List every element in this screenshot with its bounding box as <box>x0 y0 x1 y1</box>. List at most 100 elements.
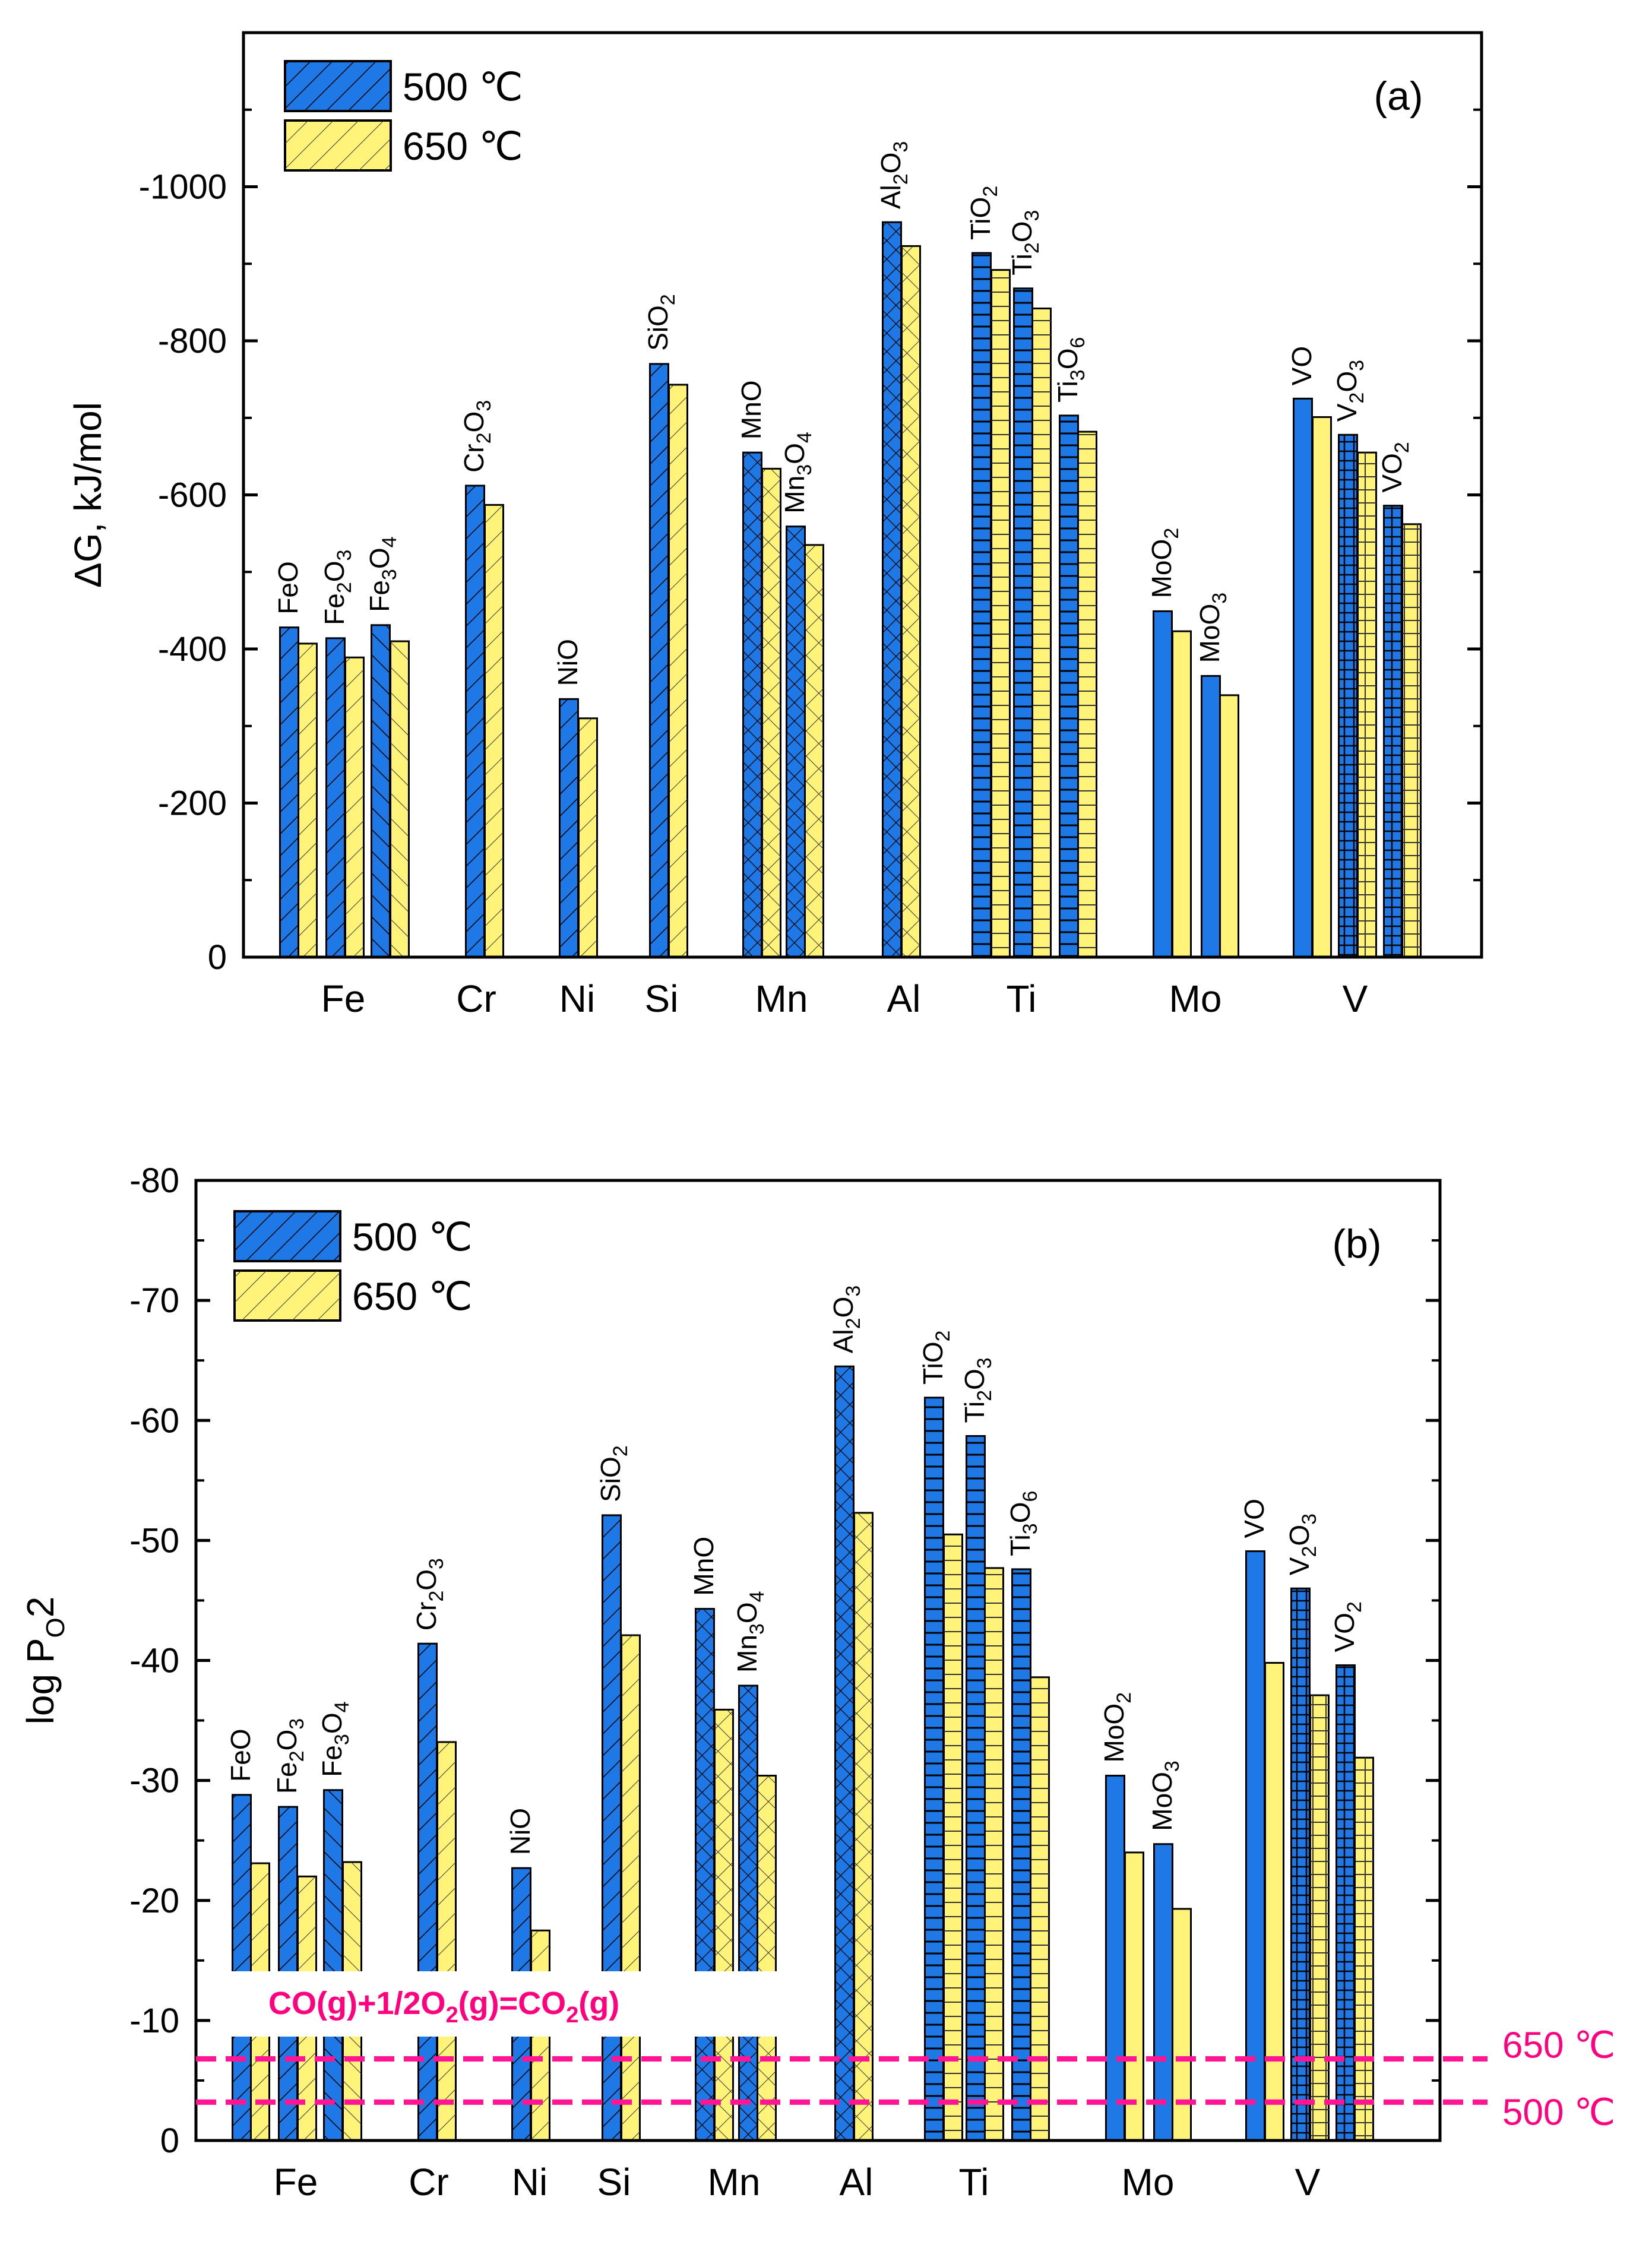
bar-label: Cr2​O3​ <box>411 1558 448 1630</box>
bar-label: TiO2​ <box>917 1331 954 1385</box>
bar-label: NiO <box>505 1808 536 1855</box>
bar-500-hatch-2 <box>371 625 390 957</box>
x-category-label: Ti <box>1007 977 1037 1020</box>
bar-label: Ti2​O3​ <box>1007 210 1043 276</box>
bar-label: MoO2​ <box>1099 1692 1135 1763</box>
bar-650-hatch-5 <box>621 1635 640 2140</box>
bar-500-hatch-11 <box>1012 1569 1031 2140</box>
bar-label: SiO2​ <box>595 1445 632 1502</box>
bar-650-12 <box>1172 630 1192 958</box>
bar-500-hatch-0 <box>232 1794 251 2140</box>
y-tick-label: -1000 <box>139 168 227 207</box>
bar-650-hatch-7 <box>757 1775 776 2140</box>
x-category-label: Mo <box>1122 2161 1175 2203</box>
bar-500-hatch-4 <box>559 699 578 957</box>
bar-650-hatch-8 <box>901 246 920 958</box>
x-category-label: Fe <box>274 2161 318 2203</box>
reference-line-label: 650 ℃ <box>1502 2025 1615 2066</box>
bar-500-hatch-7 <box>786 526 805 957</box>
bar-650-hatch-6 <box>762 468 781 957</box>
reaction-box <box>221 1971 796 2037</box>
bar-650-hatch-15 <box>1357 452 1376 957</box>
bar-500-hatch-3 <box>466 485 485 957</box>
bar-650-hatch-16 <box>1402 524 1421 957</box>
y-tick-label: -70 <box>129 1281 179 1320</box>
bar-500-hatch-5 <box>602 1515 621 2140</box>
legend-swatch-hatch <box>235 1211 340 1261</box>
bar-label: MoO2​ <box>1146 528 1183 599</box>
x-category-label: Si <box>597 2161 631 2203</box>
bar-500-hatch-10 <box>1014 288 1033 957</box>
bar-500-14 <box>1293 397 1313 958</box>
bar-500-12 <box>1105 1775 1125 2142</box>
y-tick-label: -50 <box>129 1521 179 1560</box>
y-tick-label: 0 <box>160 2121 179 2160</box>
bar-500-hatch-3 <box>418 1644 437 2140</box>
bar-500-hatch-16 <box>1384 505 1403 957</box>
bar-label: Fe2​O3​ <box>319 550 356 625</box>
bar-650-hatch-16 <box>1354 1758 1373 2140</box>
y-tick-label: -800 <box>158 322 227 360</box>
x-category-label: Ti <box>959 2161 989 2203</box>
legend-swatch-hatch <box>285 61 391 111</box>
bar-650-hatch-15 <box>1310 1695 1329 2140</box>
bar-500-hatch-8 <box>835 1366 854 2140</box>
reaction-label: CO(g)+1/2O2​(g)=CO2​(g) <box>268 1986 619 2028</box>
bar-label: VO2​ <box>1376 442 1413 492</box>
x-category-label: Fe <box>321 977 366 1020</box>
legend-label: 500 ℃ <box>403 65 523 109</box>
x-category-label: V <box>1343 977 1368 1020</box>
reference-line-label: 500 ℃ <box>1502 2092 1615 2133</box>
bar-650-hatch-0 <box>298 643 317 957</box>
bar-label: MnO <box>688 1537 719 1596</box>
bar-500-hatch-11 <box>1059 415 1078 957</box>
x-category-label: Cr <box>409 2161 449 2203</box>
bar-500-hatch-15 <box>1291 1588 1310 2140</box>
bar-label: TiO2​ <box>965 186 1002 240</box>
bar-650-hatch-10 <box>1032 308 1051 957</box>
bar-500-hatch-9 <box>972 253 991 958</box>
y-tick-label: -200 <box>158 784 227 823</box>
y-axis-label: ΔG, kJ/mol <box>67 402 109 588</box>
bar-label: Ti3​O6​ <box>1052 337 1089 403</box>
bar-650-hatch-4 <box>578 718 597 957</box>
bar-650-hatch-9 <box>991 270 1010 957</box>
bar-650-14 <box>1264 1662 1284 2142</box>
bar-500-hatch-16 <box>1336 1665 1355 2140</box>
bar-500-hatch-15 <box>1338 435 1357 957</box>
x-category-label: Mo <box>1169 977 1222 1020</box>
bar-650-hatch-9 <box>944 1534 963 2140</box>
bar-500-hatch-2 <box>324 1790 343 2140</box>
bar-label: FeO <box>273 561 303 614</box>
bar-label: VO <box>1239 1499 1270 1538</box>
bar-label: Ti2​O3​ <box>959 1357 996 1423</box>
bar-label: VO2​ <box>1329 1601 1366 1652</box>
x-category-label: Ni <box>512 2161 547 2203</box>
bar-500-hatch-1 <box>326 638 345 957</box>
x-category-label: Si <box>645 977 679 1020</box>
legend-label: 650 ℃ <box>403 124 523 168</box>
bar-500-hatch-6 <box>743 452 762 957</box>
bar-500-hatch-9 <box>925 1397 944 2140</box>
bar-label: MnO <box>736 380 767 439</box>
bar-500-hatch-6 <box>695 1608 714 2140</box>
bar-label: V2​O3​ <box>1284 1513 1321 1575</box>
bar-label: Ti3​O6​ <box>1005 1491 1042 1556</box>
legend-swatch-hatch <box>285 121 391 170</box>
bar-label: Fe3​O4​ <box>317 1701 353 1777</box>
bar-500-13 <box>1153 1843 1173 2142</box>
x-category-label: V <box>1295 2161 1321 2203</box>
bar-label: Fe3​O4​ <box>364 536 401 612</box>
bar-label: FeO <box>225 1728 256 1781</box>
legend-label: 500 ℃ <box>352 1215 473 1259</box>
bar-650-hatch-8 <box>854 1512 873 2140</box>
bar-650-hatch-6 <box>714 1709 733 2140</box>
y-tick-label: -40 <box>129 1642 179 1680</box>
bar-label: Mn3​O4​ <box>732 1591 768 1673</box>
y-tick-label: -80 <box>129 1161 179 1200</box>
bar-label: SiO2​ <box>643 294 679 351</box>
x-category-label: Mn <box>755 977 808 1020</box>
bar-650-hatch-2 <box>390 641 409 957</box>
bar-650-hatch-7 <box>805 544 824 957</box>
y-tick-label: 0 <box>208 938 227 977</box>
